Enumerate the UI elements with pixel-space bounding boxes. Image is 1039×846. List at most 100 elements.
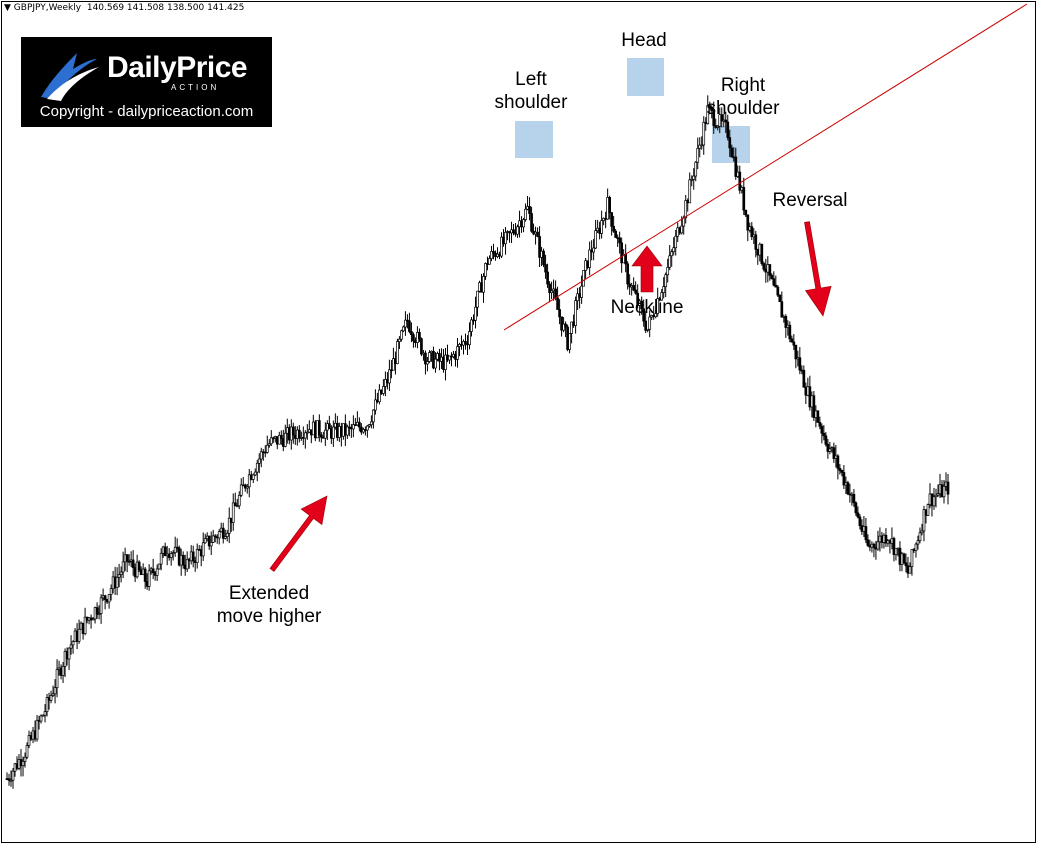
candle-bull <box>173 546 177 553</box>
candle-bull <box>468 331 471 346</box>
candle-bear <box>127 560 131 563</box>
candle-bear <box>233 502 237 507</box>
logo-subtitle: ACTION <box>171 83 220 92</box>
candle-bull <box>25 745 29 758</box>
candle-bull <box>574 300 577 326</box>
candle-bear <box>892 538 896 555</box>
arrow-up-extended-icon <box>269 495 328 572</box>
candle-bear <box>792 341 796 346</box>
candle-bull <box>283 432 287 447</box>
candle-bear <box>852 493 856 504</box>
candle-bull <box>305 431 309 434</box>
candle-bull <box>203 538 207 544</box>
candle-bull <box>684 200 688 219</box>
candle-bear <box>776 286 780 296</box>
candle-bear <box>712 110 716 127</box>
candle-bull <box>588 249 591 268</box>
candle-bear <box>554 288 557 299</box>
candle-bull <box>482 276 485 293</box>
candle-bear <box>802 370 806 388</box>
candle-bull <box>660 292 664 301</box>
candle-bull <box>259 451 263 460</box>
candle-bull <box>159 552 163 565</box>
candle-bull <box>828 448 832 452</box>
candle-bull <box>942 486 946 498</box>
candle-bear <box>822 432 826 437</box>
candle-bull <box>201 542 205 557</box>
candle-bear <box>207 535 211 547</box>
arrow-up-neckline-icon <box>631 245 663 293</box>
candle-bear <box>754 234 758 250</box>
candle-bull <box>61 666 65 676</box>
candle-bull <box>690 179 694 181</box>
symbol-label: GBPJPY,Weekly <box>13 3 82 13</box>
candle-bear <box>738 171 742 191</box>
candle-bull <box>592 247 595 253</box>
candle-bull <box>922 509 926 532</box>
candle-bull <box>331 426 335 439</box>
label-head: Head <box>621 30 667 51</box>
candle-bull <box>245 486 249 489</box>
candle-bull <box>117 574 121 578</box>
label-right-shoulder: Right shoulder <box>706 75 780 119</box>
dropdown-triangle-icon[interactable]: ▼ <box>4 3 11 13</box>
candle-bear <box>317 420 321 436</box>
candle-bull <box>404 319 407 328</box>
dailypriceaction-logo: DailyPrice ACTION Copyright - dailyprice… <box>21 37 272 127</box>
candle-bear <box>358 421 361 428</box>
candle-bull <box>522 219 525 228</box>
candle-bear <box>608 197 611 214</box>
candle-bull <box>402 326 405 332</box>
candle-bull <box>600 220 603 234</box>
candle-bear <box>418 332 421 340</box>
candle-bull <box>396 341 399 364</box>
candle-bear <box>530 213 533 232</box>
candle-bull <box>936 493 940 496</box>
candle-bull <box>43 711 47 716</box>
candle-bull <box>648 316 652 330</box>
candle-bull <box>662 286 666 293</box>
candle-bull <box>680 225 684 234</box>
candle-bull <box>157 563 161 570</box>
candle-bull <box>53 687 57 695</box>
candle-bear <box>840 470 844 473</box>
candle-bear <box>424 352 427 365</box>
candle-bear <box>818 421 822 427</box>
candle-bull <box>934 494 938 498</box>
candle-bull <box>550 290 553 293</box>
candle-bear <box>634 289 638 294</box>
candle-bear <box>271 437 275 440</box>
candle-bear <box>279 435 283 439</box>
candle-bear <box>137 561 141 571</box>
candle-bull <box>99 597 103 614</box>
candle-bull <box>77 628 81 642</box>
candle-bull <box>185 558 189 570</box>
candle-bull <box>524 208 527 220</box>
candle-bear <box>618 237 622 244</box>
label-reversal: Reversal <box>772 190 848 211</box>
candle-bull <box>456 346 459 360</box>
candle-bear <box>612 226 615 232</box>
candle-bull <box>121 561 125 573</box>
candle-bear <box>846 482 850 495</box>
candle-bear <box>558 309 561 318</box>
label-left-shoulder: Left shoulder <box>494 69 568 113</box>
candle-bear <box>780 301 784 318</box>
candle-bull <box>231 502 235 523</box>
head-highlight <box>627 58 664 96</box>
swoosh-logo-icon <box>41 53 99 101</box>
candle-bear <box>213 535 217 538</box>
candle-bear <box>636 292 640 306</box>
candle-bear <box>95 607 99 615</box>
candle-bull <box>257 458 261 464</box>
candle-bear <box>464 341 467 345</box>
candle-bull <box>654 313 658 318</box>
candle-bull <box>225 532 229 537</box>
candle-bull <box>382 386 385 394</box>
label-extended-move: Extended move higher <box>216 583 322 627</box>
candle-bear <box>125 554 129 562</box>
candle-bull <box>247 474 251 488</box>
candle-bull <box>115 576 119 588</box>
candle-bull <box>251 474 255 480</box>
